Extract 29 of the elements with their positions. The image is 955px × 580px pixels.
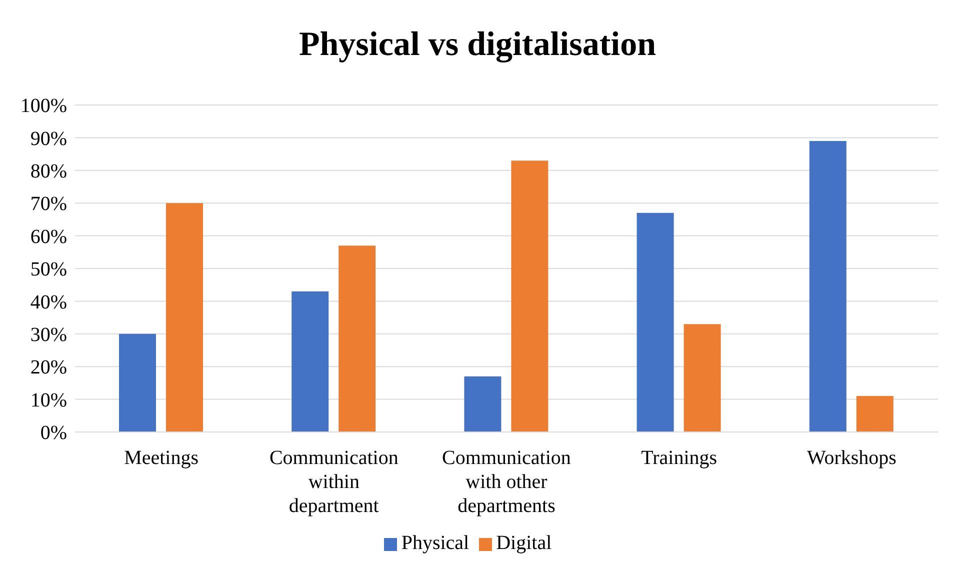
bar [684,324,721,432]
bar [809,140,846,432]
x-tick-label: Communication with other departments [442,447,571,517]
legend-label: Digital [496,532,552,554]
bar [292,291,329,432]
y-tick-label: 10% [30,389,67,412]
bar [856,396,894,432]
bar [338,246,376,432]
bar [636,212,674,432]
chart-title: Physical vs digitalisation [298,25,658,65]
y-tick-label: 60% [30,226,67,248]
x-tick-label: Communication within department [269,447,398,517]
bar [511,160,548,432]
bar [119,334,156,432]
bar [166,203,203,432]
y-tick-label: 40% [30,291,67,314]
x-tick-label: Meetings [124,447,199,469]
y-tick-label: 90% [30,128,67,150]
y-tick-label: 100% [20,95,67,118]
y-tick-label: 20% [30,356,67,379]
x-tick-label: Trainings [641,447,718,469]
bar [464,376,502,432]
y-tick-label: 30% [30,324,67,346]
y-tick-label: 0% [40,422,67,444]
y-tick-label: 80% [30,160,67,182]
y-tick-label: 70% [30,193,67,216]
x-tick-label: Workshops [806,447,897,469]
y-tick-label: 50% [30,258,67,281]
legend-label: Physical [401,532,470,554]
